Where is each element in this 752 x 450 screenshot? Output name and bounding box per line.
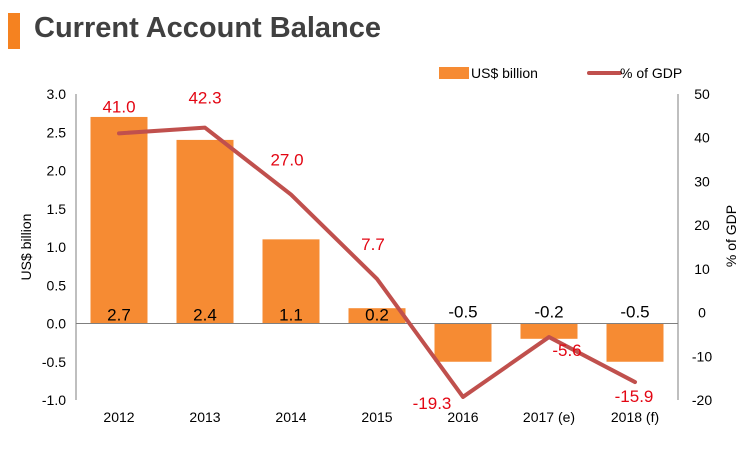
bar [262, 239, 320, 324]
y-tick-label: 2.0 [47, 163, 67, 179]
legend-label-line: % of GDP [620, 65, 682, 81]
y-tick-label: 1.5 [47, 201, 67, 217]
y2-tick-label: 50 [694, 86, 710, 102]
line-value-label: 7.7 [361, 235, 385, 254]
y-tick-label: 0.0 [47, 316, 67, 332]
line-value-label: 41.0 [102, 97, 135, 116]
y2-tick-label: 40 [694, 130, 710, 146]
bar-value-label: -0.5 [448, 303, 477, 322]
y2-tick-label: 20 [694, 217, 710, 233]
y2-tick-label: 0 [698, 305, 706, 321]
y2-tick-label: 10 [694, 261, 710, 277]
x-tick-label: 2016 [447, 409, 478, 425]
title-accent-bar [8, 13, 20, 49]
bar [348, 308, 406, 324]
y-tick-label: -0.5 [42, 354, 66, 370]
line-value-label: -5.6 [552, 341, 581, 360]
line-value-label: 27.0 [270, 151, 303, 170]
y2-tick-label: -10 [692, 348, 712, 364]
x-tick-label: 2012 [103, 409, 134, 425]
page-title: Current Account Balance [34, 12, 381, 44]
line-value-label: -15.9 [615, 387, 654, 406]
bar-value-label: 1.1 [279, 306, 303, 325]
x-tick-label: 2013 [189, 409, 220, 425]
bar [434, 323, 492, 362]
x-tick-label: 2014 [275, 409, 306, 425]
y2-tick-label: 30 [694, 173, 710, 189]
line-value-label: 42.3 [188, 89, 221, 108]
bar [176, 139, 234, 324]
bar [520, 323, 578, 339]
legend-label-bar: US$ billion [471, 65, 538, 81]
bar [90, 116, 148, 324]
x-tick-label: 2017 (e) [523, 409, 575, 425]
x-tick-label: 2015 [361, 409, 392, 425]
bar [606, 323, 664, 362]
y-tick-label: 0.5 [47, 277, 67, 293]
gdp-line [117, 125, 637, 399]
legend-swatch-bar [439, 67, 469, 79]
x-tick-label: 2018 (f) [611, 409, 659, 425]
y-tick-label: 3.0 [47, 86, 67, 102]
y-tick-label: 1.0 [47, 239, 67, 255]
bar-value-label: 2.4 [193, 306, 217, 325]
y-tick-label: -1.0 [42, 392, 66, 408]
y-axis-title: US$ billion [18, 214, 34, 281]
bar-value-label: 0.2 [365, 306, 389, 325]
bar-value-label: -0.5 [620, 303, 649, 322]
bar-value-label: -0.2 [534, 303, 563, 322]
y2-tick-label: -20 [692, 392, 712, 408]
y2-axis-title: % of GDP [723, 205, 739, 267]
line-value-label: -19.3 [413, 394, 452, 413]
y-tick-label: 2.5 [47, 124, 67, 140]
bar-value-label: 2.7 [107, 306, 131, 325]
